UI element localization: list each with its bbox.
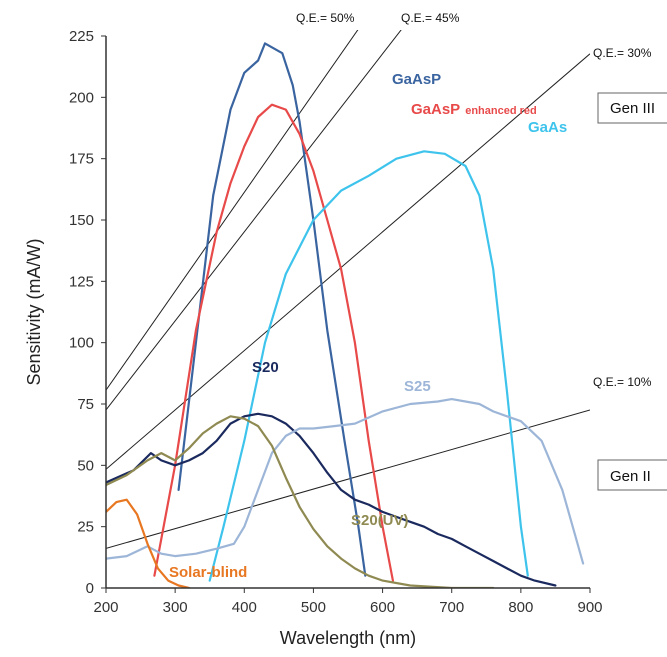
y-tick-label: 50 [77, 457, 94, 474]
series-label-gaasp-enhanced-main: GaAsP [411, 101, 460, 118]
qe-line-2 [106, 53, 590, 470]
series-line-4 [106, 398, 585, 565]
series-line-1 [153, 103, 394, 582]
series-label-gaasp-enhanced-suffix: enhanced red [465, 105, 537, 117]
series-line-3 [106, 412, 557, 587]
qe-labels: Q.E.= 50% Q.E.= 45% Q.E.= 30% Q.E.= 10% [296, 11, 652, 389]
x-tick-label: 700 [439, 599, 464, 616]
series-label-gaasp: GaAsP [392, 71, 441, 88]
qe-10-label: Q.E.= 10% [593, 375, 652, 389]
series-label-s20: S20 [252, 359, 279, 376]
x-tick-label: 500 [301, 599, 326, 616]
y-ticks: 0 25 50 75 100 125 150 175 200 225 [69, 28, 106, 597]
x-tick-label: 200 [93, 599, 118, 616]
y-axis-title: Sensitivity (mA/W) [24, 238, 44, 385]
y-tick-label: 25 [77, 519, 94, 536]
x-tick-label: 800 [508, 599, 533, 616]
x-tick-label: 400 [232, 599, 257, 616]
qe-line-3 [106, 409, 590, 549]
qe-50-label: Q.E.= 50% [296, 11, 355, 25]
series-line-2 [208, 150, 529, 582]
y-tick-label: 150 [69, 212, 94, 229]
gen-iii-box: Gen III [597, 92, 667, 124]
gen-ii-label: Gen II [610, 468, 651, 485]
series-line-5 [106, 415, 495, 588]
axes [105, 36, 590, 589]
series-label-solar-blind: Solar-blind [169, 564, 247, 581]
y-tick-label: 225 [69, 28, 94, 45]
qe-30-label: Q.E.= 30% [593, 46, 652, 60]
qe-45-label: Q.E.= 45% [401, 11, 460, 25]
series-labels: GaAsP GaAsP enhanced red GaAs S20 S25 S20… [169, 71, 567, 581]
x-tick-label: 600 [370, 599, 395, 616]
gen-ii-box: Gen II [597, 459, 667, 491]
y-tick-label: 75 [77, 396, 94, 413]
y-tick-label: 0 [86, 580, 94, 597]
qe-line-0 [106, 30, 359, 391]
qe-line-1 [106, 30, 402, 411]
y-tick-label: 100 [69, 335, 94, 352]
x-axis-title: Wavelength (nm) [280, 628, 416, 648]
x-tick-label: 900 [577, 599, 602, 616]
y-tick-label: 200 [69, 89, 94, 106]
y-tick-label: 175 [69, 151, 94, 168]
series-line-0 [177, 42, 367, 577]
series-label-gaas: GaAs [528, 119, 567, 136]
y-tick-label: 125 [69, 273, 94, 290]
series-label-s25: S25 [404, 378, 431, 395]
x-tick-label: 300 [163, 599, 188, 616]
series-label-gaasp-enhanced: GaAsP enhanced red [411, 101, 537, 118]
series-lines [106, 42, 585, 588]
x-ticks: 200 300 400 500 600 700 800 900 [93, 588, 603, 616]
series-label-s20uv: S20(UV) [351, 512, 409, 529]
gen-iii-label: Gen III [610, 100, 655, 117]
series-line-6 [106, 498, 191, 588]
qe-lines [106, 30, 590, 549]
